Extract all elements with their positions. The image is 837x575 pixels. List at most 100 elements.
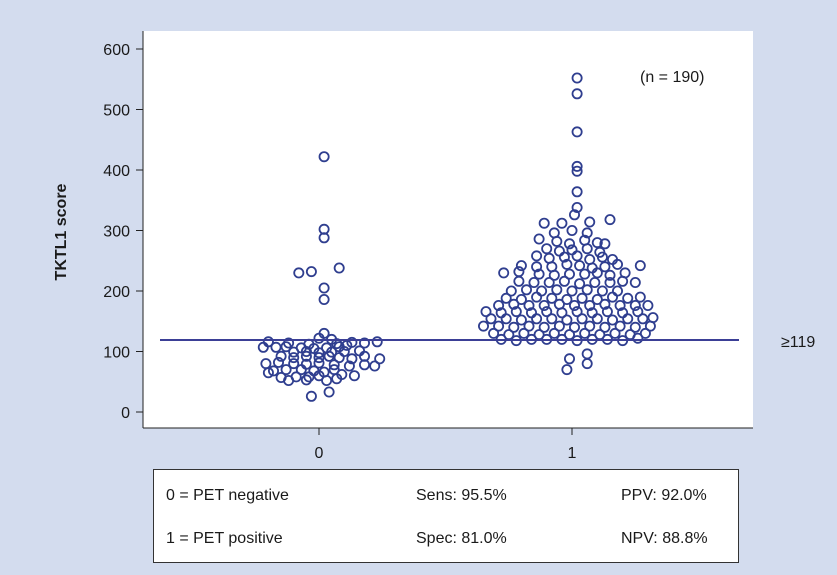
data-point: [632, 332, 644, 344]
y-ticks: 0 100 200 300 400 500 600: [103, 42, 143, 422]
data-point: [331, 338, 343, 350]
data-point: [369, 360, 381, 372]
data-point: [267, 365, 279, 377]
plot-area: [143, 31, 753, 428]
data-point: [485, 313, 497, 325]
data-point: [596, 285, 608, 297]
legend-specificity: Spec: 81.0%: [416, 530, 507, 547]
data-point: [305, 266, 317, 278]
data-point: [300, 345, 312, 357]
data-point: [629, 321, 641, 333]
y-tick-label: 300: [103, 224, 130, 241]
data-point: [295, 364, 307, 376]
data-point: [523, 320, 535, 332]
data-point: [318, 293, 330, 305]
data-point: [283, 374, 295, 386]
legend: 0 = PET negative Sens: 95.5% PPV: 92.0% …: [153, 469, 739, 563]
data-point: [346, 353, 358, 365]
data-point: [617, 275, 629, 287]
y-tick-label: 0: [121, 405, 130, 422]
legend-key-negative: 0 = PET negative: [166, 487, 289, 504]
data-point: [609, 327, 621, 339]
data-point: [571, 250, 583, 262]
data-point: [629, 299, 641, 311]
data-point: [493, 299, 505, 311]
data-point: [508, 298, 520, 310]
data-point: [323, 386, 335, 398]
data-point: [599, 298, 611, 310]
data-point: [533, 268, 545, 280]
data-point: [358, 337, 370, 349]
y-tick-label: 600: [103, 42, 130, 59]
data-point: [576, 313, 588, 325]
data-point: [303, 371, 315, 383]
data-point: [629, 276, 641, 288]
data-point: [584, 320, 596, 332]
data-point: [480, 306, 492, 318]
data-point: [321, 374, 333, 386]
data-point: [533, 233, 545, 245]
data-point: [581, 284, 593, 296]
data-point: [571, 72, 583, 84]
y-axis: 0 100 200 300 400 500 600 TKTL1 score: [53, 31, 144, 428]
data-point: [548, 327, 560, 339]
legend-key-positive: 1 = PET positive: [166, 530, 283, 547]
data-point: [569, 321, 581, 333]
data-point: [556, 307, 568, 319]
data-point: [564, 238, 576, 250]
data-point: [639, 327, 651, 339]
data-point: [488, 327, 500, 339]
data-point: [318, 151, 330, 163]
data-point: [513, 275, 525, 287]
data-point: [288, 352, 300, 364]
data-point: [607, 291, 619, 303]
data-point: [515, 260, 527, 272]
data-point: [531, 250, 543, 262]
legend-npv: NPV: 88.8%: [621, 530, 708, 547]
data-point: [313, 370, 325, 382]
threshold-label: ≥119: [781, 334, 815, 351]
data-point: [280, 364, 292, 376]
data-point: [541, 306, 553, 318]
data-point: [599, 321, 611, 333]
data-point: [591, 267, 603, 279]
data-point: [604, 276, 616, 288]
data-point: [331, 373, 343, 385]
data-point: [288, 358, 300, 370]
data-point: [318, 232, 330, 244]
data-point: [564, 353, 576, 365]
data-point: [288, 346, 300, 358]
data-point: [270, 341, 282, 353]
data-point: [584, 299, 596, 311]
data-point: [581, 243, 593, 255]
data-point: [561, 293, 573, 305]
data-point: [581, 227, 593, 239]
data-point: [515, 293, 527, 305]
data-point: [591, 293, 603, 305]
data-point: [561, 364, 573, 376]
data-point: [571, 88, 583, 100]
data-point: [510, 306, 522, 318]
data-point: [607, 314, 619, 326]
data-point: [601, 306, 613, 318]
data-point: [546, 292, 558, 304]
x-tick-label: 1: [568, 445, 577, 462]
data-point: [508, 321, 520, 333]
data-point: [318, 282, 330, 294]
data-point: [531, 313, 543, 325]
data-point: [566, 285, 578, 297]
data-point: [571, 306, 583, 318]
data-point: [528, 276, 540, 288]
data-point: [333, 262, 345, 274]
data-point: [584, 216, 596, 228]
data-point: [515, 314, 527, 326]
y-tick-label: 400: [103, 163, 130, 180]
data-point: [374, 353, 386, 365]
data-point: [551, 284, 563, 296]
y-tick-label: 100: [103, 345, 130, 362]
data-point: [546, 313, 558, 325]
data-point: [561, 314, 573, 326]
data-point: [358, 359, 370, 371]
sample-size-annotation: (n = 190): [640, 69, 704, 86]
